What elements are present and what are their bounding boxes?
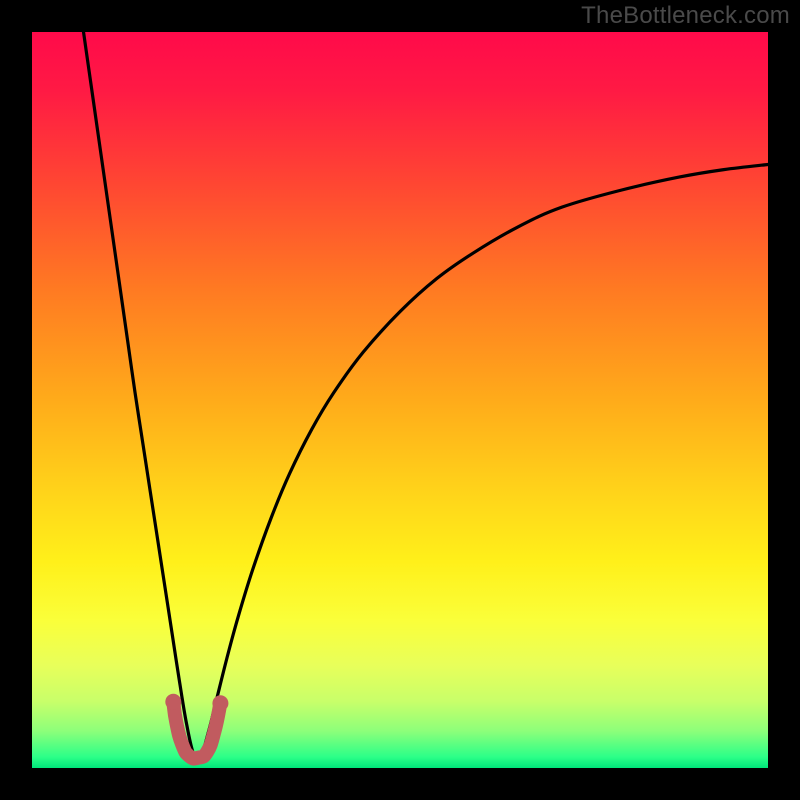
bottleneck-chart-svg — [0, 0, 800, 800]
plot-gradient-background — [32, 32, 768, 768]
chart-stage: TheBottleneck.com — [0, 0, 800, 800]
sweet-spot-marker-end-0 — [165, 694, 181, 710]
watermark-text: TheBottleneck.com — [581, 2, 790, 30]
sweet-spot-marker-end-1 — [212, 695, 228, 711]
